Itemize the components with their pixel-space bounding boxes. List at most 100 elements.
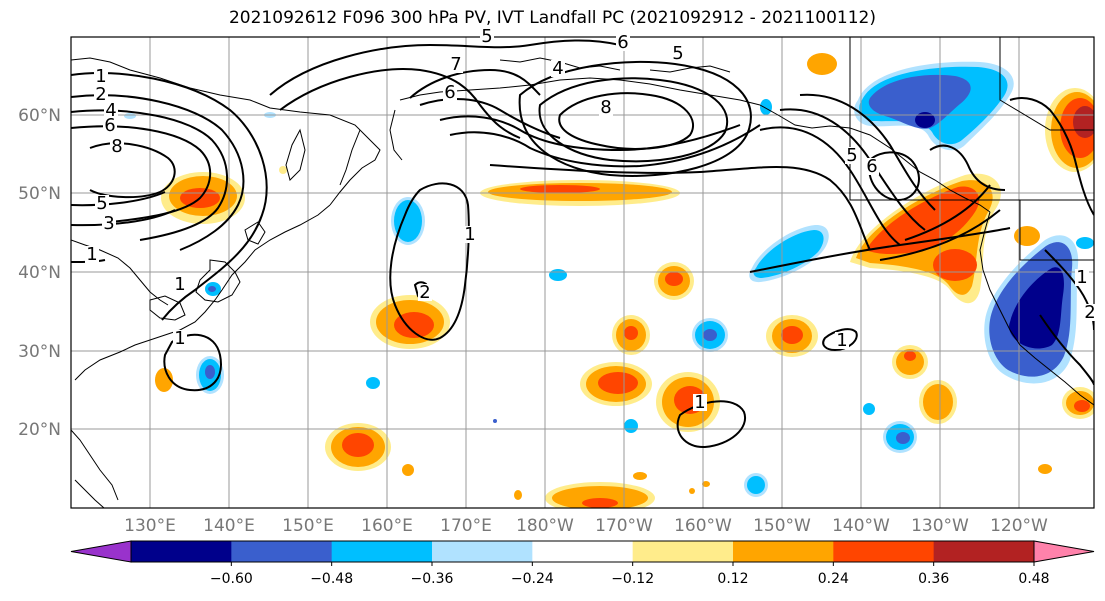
positive-anomaly-blob <box>892 345 928 379</box>
negative-anomaly-blob <box>883 421 917 453</box>
colorbar-tick-label: 0.36 <box>918 571 949 587</box>
contour-label-bg <box>671 45 685 62</box>
graticule <box>71 37 1094 508</box>
contour-label-bg <box>104 102 118 119</box>
colorbar-frame <box>130 540 1035 563</box>
contour-label: 1 <box>836 330 847 351</box>
contour-label-bg <box>463 226 477 243</box>
contour-label: 6 <box>444 82 455 103</box>
longitude-labels: 130°E 140°E 150°E 160°E 170°E 180°W 170°W 160°W… <box>124 516 1048 536</box>
colorbar-extension-min <box>70 540 132 563</box>
colorbar-extension-max <box>1033 540 1095 563</box>
longitude-label: 150°E <box>282 516 334 536</box>
longitude-label: 130°E <box>124 516 176 536</box>
latitude-label: 20°N <box>18 420 61 440</box>
longitude-label: 160°W <box>674 516 732 536</box>
colorbar-tick-label: −0.12 <box>611 571 654 587</box>
longitude-label: 170°E <box>440 516 492 536</box>
contour-label-bg <box>865 158 879 175</box>
colorbar-segment <box>131 541 232 562</box>
contour-label-bg <box>443 84 457 101</box>
coastlines <box>71 37 1094 508</box>
colorbar-segment <box>733 541 834 562</box>
contour-label-bg <box>85 246 99 263</box>
colorbar-tick-label: 0.48 <box>1018 571 1049 587</box>
colorbar-tick-labels: −0.60 −0.48 −0.36 −0.24 −0.12 0.12 0.24 0.36 0.4… <box>210 562 1050 587</box>
contour-label-bg <box>102 215 116 232</box>
positive-anomaly-blob <box>370 295 450 349</box>
colorbar-segment <box>833 541 935 562</box>
positive-anomaly-blob <box>325 423 391 471</box>
longitude-label: 150°W <box>753 516 811 536</box>
latitude-label: 50°N <box>18 184 61 204</box>
contour-label: 2 <box>419 282 430 303</box>
contour-label: 5 <box>672 43 683 64</box>
negative-anomaly-blob <box>196 356 224 394</box>
contour-label: 3 <box>103 213 114 234</box>
contour-label-bg <box>94 68 108 85</box>
colorbar <box>70 540 1095 563</box>
longitude-label: 130°W <box>911 516 969 536</box>
contour-label: 4 <box>552 58 563 79</box>
longitude-label: 120°W <box>990 516 1048 536</box>
latitude-label: 60°N <box>18 106 61 126</box>
contour-label-bg <box>693 394 707 411</box>
longitude-label: 140°E <box>203 516 255 536</box>
longitude-label: 170°W <box>595 516 653 536</box>
colorbar-tick-label: 0.24 <box>818 571 849 587</box>
longitude-label: 140°W <box>832 516 890 536</box>
map-title: 2021092612 F096 300 hPa PV, IVT Landfall… <box>228 8 876 28</box>
positive-anomaly-blob <box>580 362 652 406</box>
positive-anomaly-blob <box>654 262 694 300</box>
contour-label: 1 <box>694 392 705 413</box>
positive-anomaly-blob <box>1062 387 1094 419</box>
contour-label-bg <box>599 99 613 116</box>
positive-anomaly-blob <box>656 372 720 432</box>
contour-label: 6 <box>617 32 628 53</box>
contour-label: 6 <box>104 115 115 136</box>
ivt-shading <box>124 53 1094 508</box>
latitude-label: 40°N <box>18 263 61 283</box>
contour-label: 8 <box>600 97 611 118</box>
contour-label: 2 <box>95 84 106 105</box>
contour-label-bg <box>103 117 117 134</box>
positive-anomaly-blob <box>612 315 650 355</box>
contour-label-bg <box>173 276 187 293</box>
contour-label: 1 <box>1076 267 1087 288</box>
contour-label: 5 <box>481 26 492 47</box>
contour-label-bg <box>845 147 859 164</box>
longitude-label: 160°E <box>361 516 413 536</box>
contour-label-bg <box>551 60 565 77</box>
contour-label: 6 <box>866 156 877 177</box>
contour-label-bg <box>173 330 187 347</box>
contour-label: 5 <box>96 193 107 214</box>
contour-label: 1 <box>95 66 106 87</box>
colorbar-tick-label: 0.12 <box>717 571 748 587</box>
contour-label: 1 <box>464 224 475 245</box>
map-border <box>70 36 1095 509</box>
contour-label-bg <box>449 56 463 73</box>
negative-anomaly-blob <box>692 318 728 352</box>
positive-anomaly-blob <box>545 482 655 508</box>
contour-label: 2 <box>1084 302 1095 323</box>
contour-label: 5 <box>846 145 857 166</box>
colorbar-tick-label: −0.60 <box>210 571 253 587</box>
contour-label: 1 <box>174 274 185 295</box>
positive-anomaly-blob <box>155 53 1052 500</box>
colorbar-segment <box>532 541 634 562</box>
contour-label: 1 <box>86 244 97 265</box>
contour-label-bg <box>95 195 109 212</box>
contour-label: 1 <box>174 328 185 349</box>
contour-label-bg <box>110 138 124 155</box>
colorbar-segment <box>331 541 433 562</box>
positive-anomaly-blob <box>919 380 957 424</box>
contour-label-bg <box>94 86 108 103</box>
colorbar-segment <box>231 541 333 562</box>
latitude-label: 30°N <box>18 342 61 362</box>
positive-anomaly-blob <box>850 173 1001 304</box>
contour-label-bg <box>480 28 494 45</box>
contour-label: 7 <box>450 54 461 75</box>
contour-label: 4 <box>105 100 116 121</box>
